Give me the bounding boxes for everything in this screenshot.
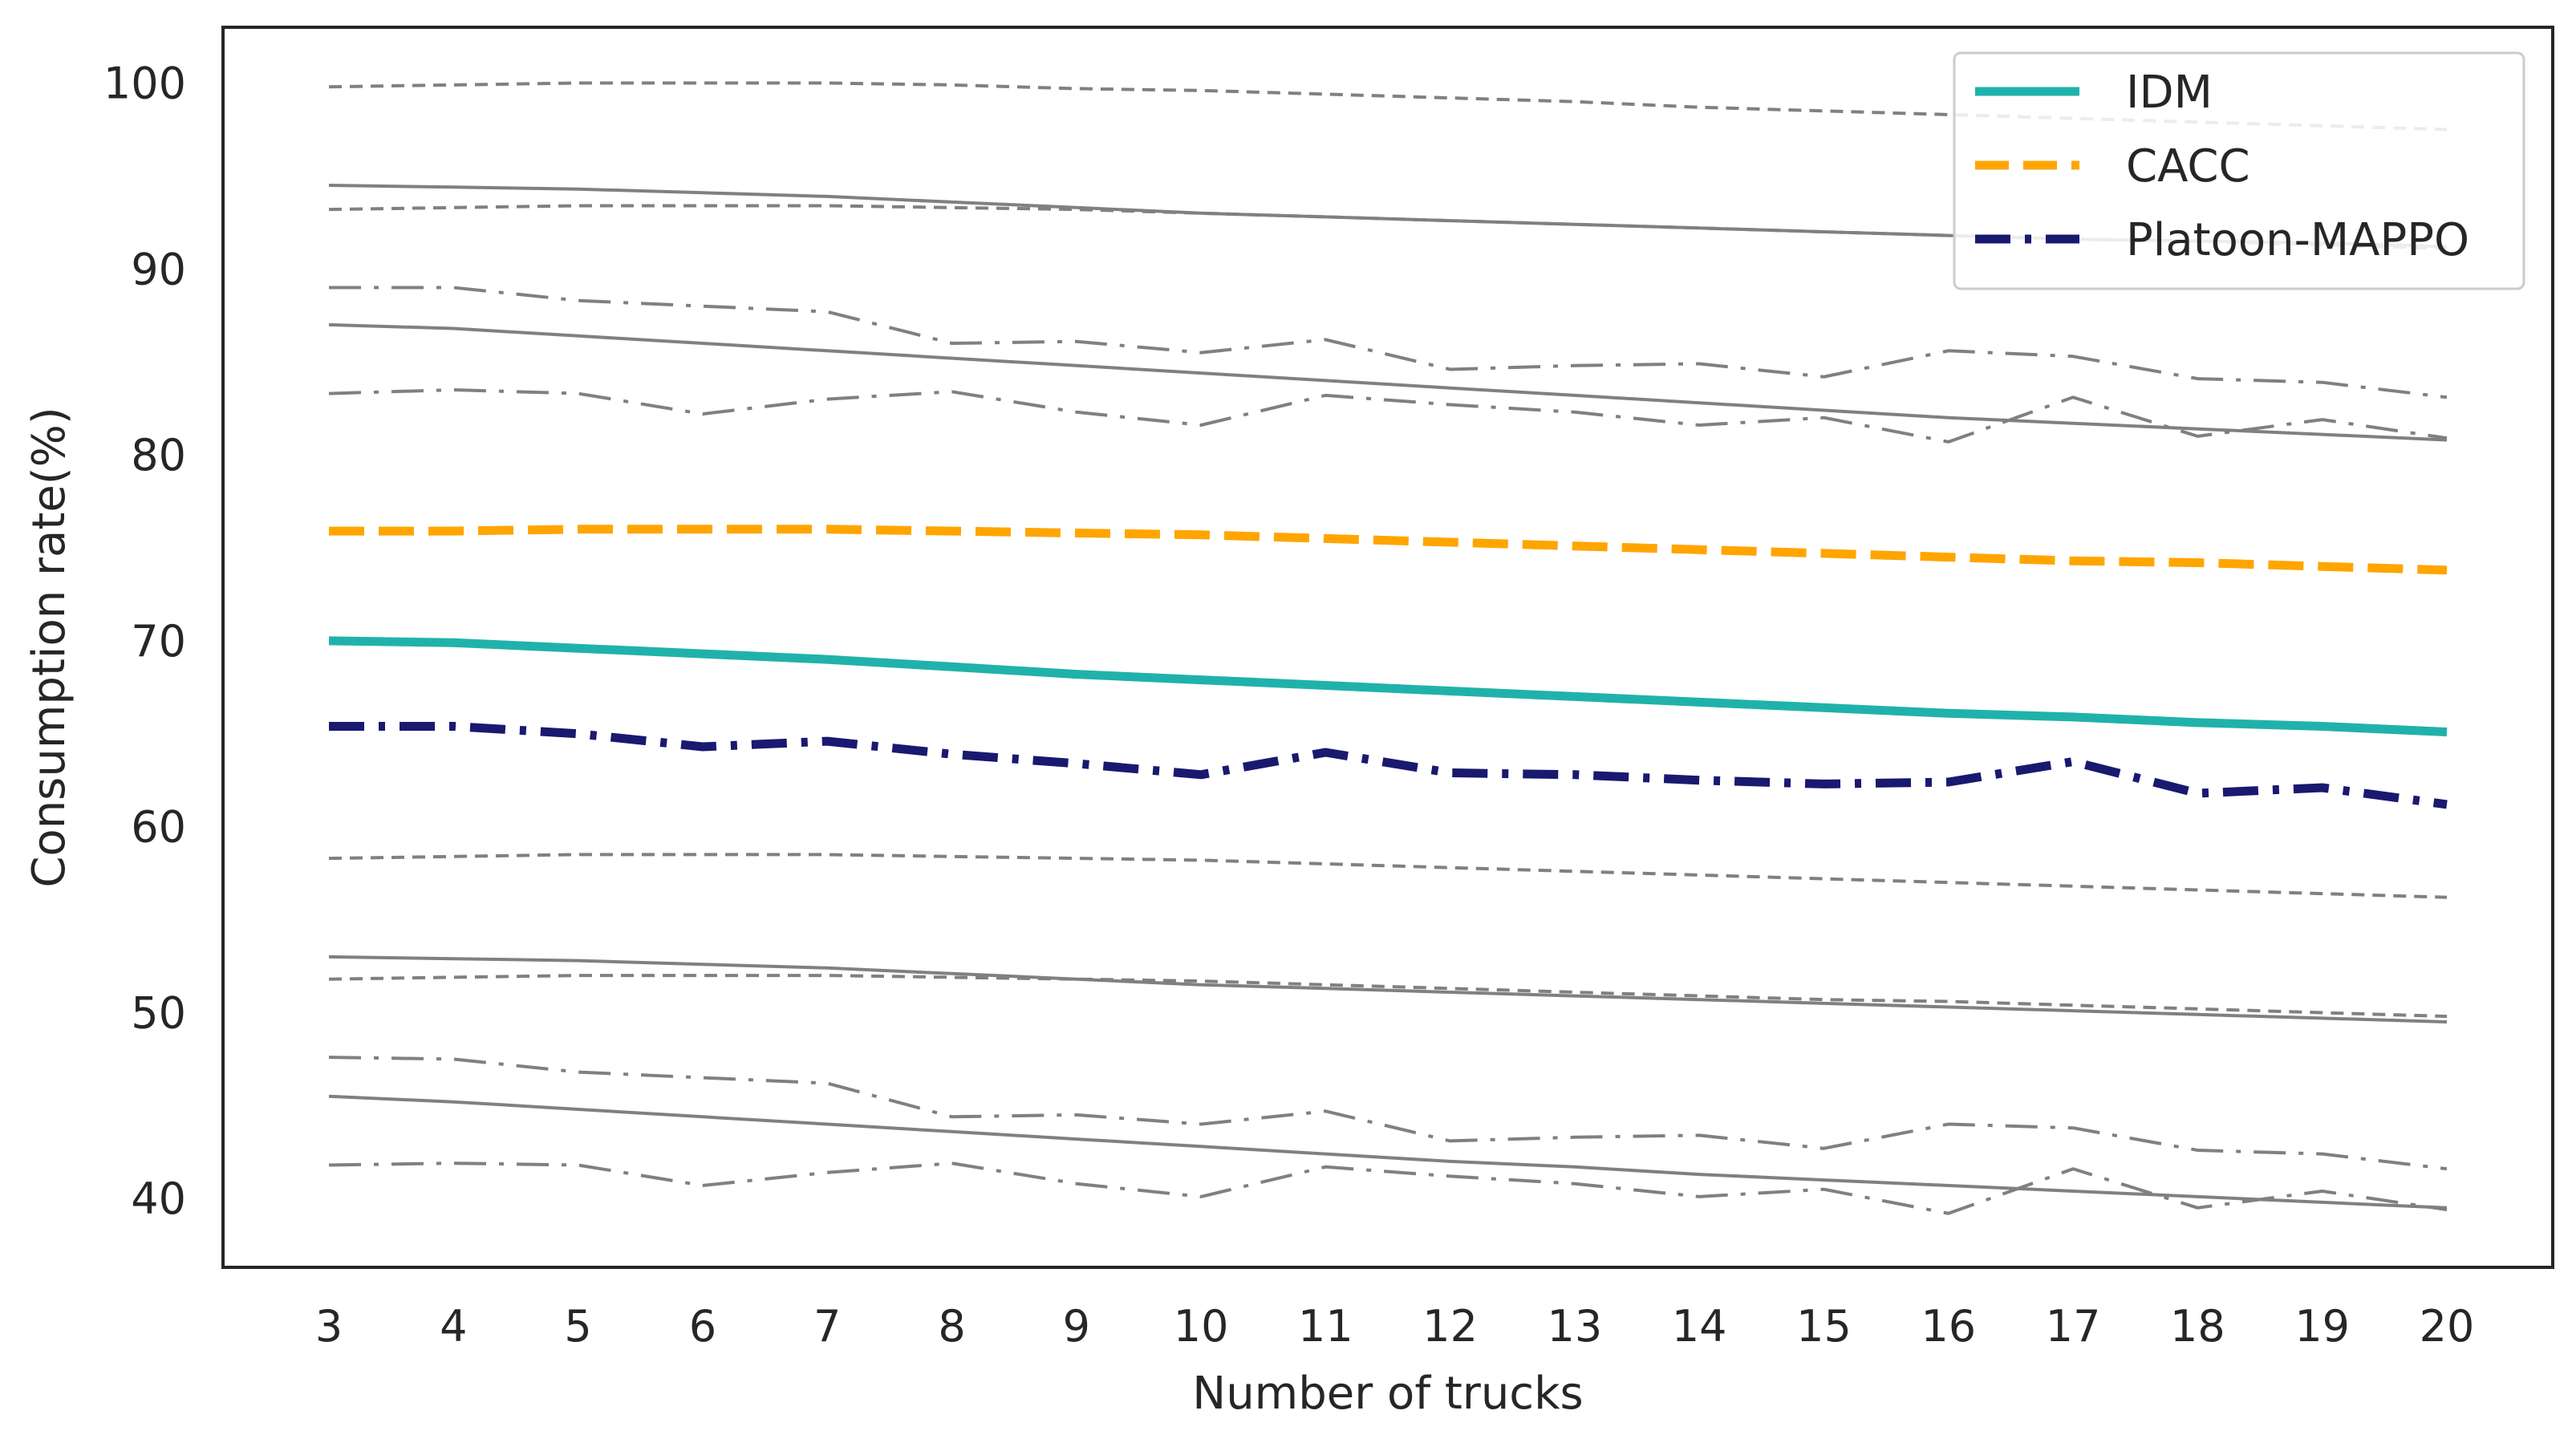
x-tick-label: 5: [564, 1301, 591, 1352]
y-tick-label: 40: [131, 1173, 186, 1224]
series-line-platoon-mappo-upper-bound: [329, 286, 2448, 399]
y-axis-ticks: 40 50 60 70 80 90 100: [103, 59, 186, 1225]
x-tick-label: 8: [938, 1301, 965, 1352]
x-axis-label: Number of trucks: [1192, 1368, 1583, 1420]
plot-frame: [221, 26, 2554, 1269]
y-tick-label: 60: [131, 802, 186, 853]
y-tick-label: 80: [131, 430, 186, 480]
x-tick-label: 15: [1796, 1301, 1852, 1352]
x-tick-label: 14: [1672, 1301, 1727, 1352]
series-line-idm: [328, 636, 2448, 736]
x-tick-label: 7: [813, 1301, 841, 1352]
x-tick-label: 4: [440, 1301, 467, 1352]
series-line-cacc: [329, 525, 2448, 575]
legend-label-platoon-mappo: Platoon-MAPPO: [2126, 214, 2469, 266]
x-tick-label: 20: [2420, 1301, 2475, 1352]
x-tick-label: 12: [1422, 1301, 1478, 1352]
legend: IDM CACC Platoon-MAPPO: [1953, 51, 2525, 290]
x-axis-ticks: 3 4 5 6 7 8 9 10 11 12 13 14 15 16 17 18 19 20: [315, 1301, 2475, 1352]
y-tick-label: 70: [131, 616, 186, 667]
x-tick-label: 13: [1548, 1301, 1603, 1352]
series-line-platoon-mappo-lower-bound: [328, 1161, 2448, 1215]
legend-label-cacc: CACC: [2126, 140, 2250, 193]
series-line-platoon-mappo-lower-bound-inner: [328, 1056, 2448, 1171]
series-line-platoon-mappo-upper-bound-inner: [328, 388, 2448, 444]
series-line-idm-upper-bound-inner: [328, 322, 2448, 442]
legend-label-idm: IDM: [2126, 67, 2213, 119]
x-tick-label: 19: [2294, 1301, 2350, 1352]
y-tick-label: 100: [103, 59, 186, 109]
x-tick-label: 3: [315, 1301, 343, 1352]
y-tick-label: 50: [131, 988, 186, 1039]
x-tick-label: 17: [2046, 1301, 2101, 1352]
x-tick-label: 10: [1174, 1301, 1229, 1352]
series-line-platoon-mappo: [329, 722, 2448, 809]
x-tick-label: 16: [1921, 1301, 1976, 1352]
y-axis-label: Consumption rate(%): [23, 407, 75, 887]
x-tick-label: 6: [689, 1301, 716, 1352]
series-line-idm-lower-bound-inner: [328, 955, 2448, 1023]
series-lines: [328, 81, 2448, 1215]
x-tick-label: 11: [1298, 1301, 1353, 1352]
y-tick-label: 90: [131, 244, 186, 294]
series-line-idm-lower-bound: [328, 1094, 2448, 1210]
x-tick-label: 9: [1063, 1301, 1090, 1352]
legend-box: [1953, 51, 2525, 290]
x-tick-label: 18: [2170, 1301, 2225, 1352]
